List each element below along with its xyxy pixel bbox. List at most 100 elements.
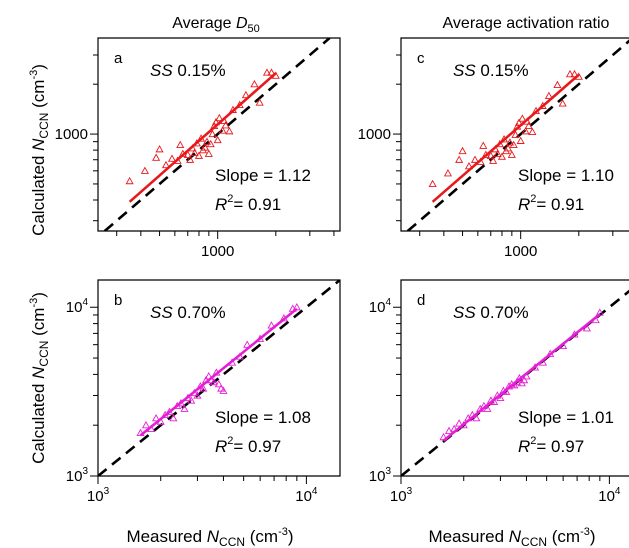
data-point [516,136,525,144]
data-point [507,150,516,158]
data-point [152,153,161,161]
data-point [167,154,177,162]
slope-annotation: Slope = 1.08 [215,408,311,427]
data-point [221,121,230,129]
data-point [208,129,217,138]
data-point [225,127,234,135]
data-point [183,150,192,158]
data-point [161,160,171,169]
data-point [218,126,227,134]
data-point [503,144,513,152]
data-point [528,127,537,136]
panel-c: 1000 1000 c SS 0.15% Slope = 1.10 R2= 0.91 [358,37,629,260]
data-point [206,139,215,148]
panel-d: 103 104 103 104 d SS 0.70% Slope = 1.01 R2= 0.9… [369,279,629,505]
fit-line [442,313,601,442]
data-point [241,90,250,99]
fit-line [139,307,298,437]
column-title-right: Average activation ratio [443,15,610,32]
data-point [215,113,224,122]
one-to-one-line [98,280,340,476]
r2-annotation: R2= 0.97 [518,435,584,456]
data-point [565,69,575,78]
data-point [544,91,553,99]
data-point [444,426,454,435]
data-point [443,169,452,177]
data-point [472,413,481,422]
data-point [455,419,464,427]
slope-annotation: Slope = 1.12 [215,166,311,185]
one-to-one-line [401,289,629,476]
x-tick-label: 1000 [201,243,234,260]
plot-frame [400,279,629,477]
data-point [214,379,223,388]
data-point [141,420,151,429]
ss-annotation: SS 0.70% [150,303,226,322]
x-tick-label: 104 [598,486,621,505]
panel-letter: c [417,50,425,67]
data-point [483,404,492,412]
data-point [190,148,199,156]
data-point [489,156,498,164]
plot-frame [97,279,341,477]
data-point [194,151,204,159]
data-point [219,386,228,394]
x-tick-label: 103 [87,486,110,505]
r2-annotation: R2= 0.91 [518,193,584,214]
data-point [520,375,529,384]
data-point [570,69,579,78]
panel-b: 103 104 103 104 b SS 0.70% Slope = 1.08 R2= 0.9… [66,279,341,505]
data-point [479,141,488,149]
x-tick-label: 1000 [504,243,537,260]
data-point [152,413,161,422]
y-tick-label: 1000 [358,126,391,143]
data-point [521,127,530,135]
y-tick-label: 104 [369,297,392,316]
data-point [125,176,134,185]
y-axis-label-top: Calculated NCCN (cm-3) [28,64,51,236]
one-to-one-line [406,39,629,231]
panel-letter: a [114,50,123,67]
one-to-one-line [103,38,331,231]
x-tick-label: 103 [390,486,413,505]
data-point [455,155,464,163]
panel-letter: d [417,292,425,309]
data-point [518,114,527,122]
data-point [186,155,195,163]
data-point [496,393,505,402]
x-tick-label: 104 [295,486,318,505]
y-axis-label-bottom: Calculated NCCN (cm-3) [28,292,51,464]
data-point [204,149,213,157]
data-point [470,155,480,163]
data-point [250,79,259,88]
data-point [505,138,515,146]
x-axis-label-right: Measured NCCN (cm-3) [428,526,595,548]
y-tick-label: 103 [66,466,89,485]
data-point [255,98,264,106]
data-point [458,146,467,155]
data-point [524,121,533,130]
data-point [262,68,272,76]
data-point [202,137,212,145]
ss-annotation: SS 0.15% [150,61,226,80]
data-point [486,151,495,159]
r2-annotation: R2= 0.91 [215,193,281,214]
data-point [169,413,178,422]
data-point [511,130,520,138]
ss-annotation: SS 0.70% [453,303,529,322]
plot-frame [97,37,341,232]
data-point [187,396,196,404]
data-point [209,377,218,386]
data-point [213,135,222,144]
data-point [267,68,276,76]
x-axis-label-left: Measured NCCN (cm-3) [126,526,293,548]
data-point [193,391,202,399]
data-point [199,384,208,392]
fit-line [128,72,277,203]
data-point [155,145,164,153]
data-point [553,80,562,89]
data-point [180,404,189,412]
slope-annotation: Slope = 1.01 [518,408,614,427]
data-point [176,140,185,149]
